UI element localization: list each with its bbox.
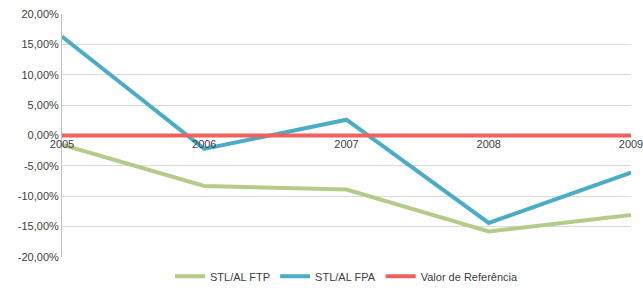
svg-text:-15,00%: -15,00%: [18, 220, 59, 232]
svg-text:10,00%: 10,00%: [21, 69, 59, 81]
svg-text:2007: 2007: [334, 138, 358, 150]
svg-text:0,00%: 0,00%: [28, 129, 59, 141]
svg-text:2005: 2005: [50, 138, 74, 150]
svg-text:STL/AL FPA: STL/AL FPA: [315, 271, 376, 283]
svg-text:20,00%: 20,00%: [21, 8, 59, 20]
svg-text:-5,00%: -5,00%: [24, 160, 59, 172]
svg-text:2009: 2009: [619, 138, 643, 150]
svg-text:-20,00%: -20,00%: [18, 251, 59, 263]
svg-text:2008: 2008: [477, 138, 501, 150]
svg-text:STL/AL FTP: STL/AL FTP: [210, 271, 270, 283]
svg-text:15,00%: 15,00%: [21, 38, 59, 50]
svg-text:Valor de Referência: Valor de Referência: [421, 271, 518, 283]
svg-text:-10,00%: -10,00%: [18, 190, 59, 202]
svg-text:5,00%: 5,00%: [28, 99, 59, 111]
svg-text:2006: 2006: [192, 138, 216, 150]
